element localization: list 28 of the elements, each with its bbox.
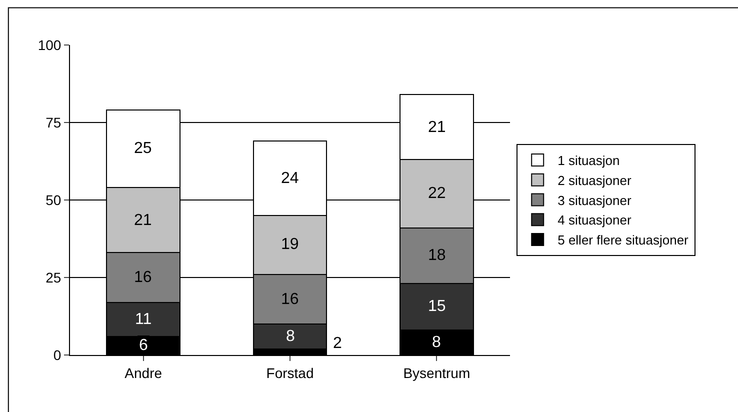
data-label: 19 bbox=[281, 236, 299, 253]
legend-label: 4 situasjoner bbox=[558, 212, 632, 228]
x-tick-label: Bysentrum bbox=[403, 364, 470, 381]
x-tick-label: Andre bbox=[124, 364, 162, 381]
data-label: 25 bbox=[134, 140, 152, 157]
data-label: 18 bbox=[428, 247, 446, 264]
y-tick-label: 100 bbox=[38, 36, 62, 53]
legend-label: 5 eller flere situasjoner bbox=[558, 232, 690, 248]
data-label: 16 bbox=[134, 269, 152, 286]
y-tick-label: 50 bbox=[46, 192, 62, 208]
data-label: 22 bbox=[428, 185, 446, 202]
data-label: 24 bbox=[281, 170, 299, 187]
data-label: 6 bbox=[139, 337, 148, 354]
data-label: 11 bbox=[135, 311, 152, 328]
data-label: 15 bbox=[428, 298, 446, 315]
legend-label: 2 situasjoner bbox=[558, 172, 632, 188]
data-label: 21 bbox=[428, 119, 446, 136]
data-label: 21 bbox=[134, 212, 152, 229]
data-label: 16 bbox=[281, 291, 299, 308]
y-tick-label: 25 bbox=[46, 269, 62, 286]
y-tick-label: 75 bbox=[46, 114, 62, 130]
data-label: 2 bbox=[333, 335, 342, 352]
data-label: 8 bbox=[286, 328, 295, 345]
x-tick-label: Forstad bbox=[266, 364, 314, 381]
y-tick-label: 0 bbox=[53, 346, 62, 363]
legend-label: 1 situasjon bbox=[558, 153, 620, 168]
data-label: 8 bbox=[432, 334, 441, 351]
legend-label: 3 situasjoner bbox=[558, 192, 632, 208]
